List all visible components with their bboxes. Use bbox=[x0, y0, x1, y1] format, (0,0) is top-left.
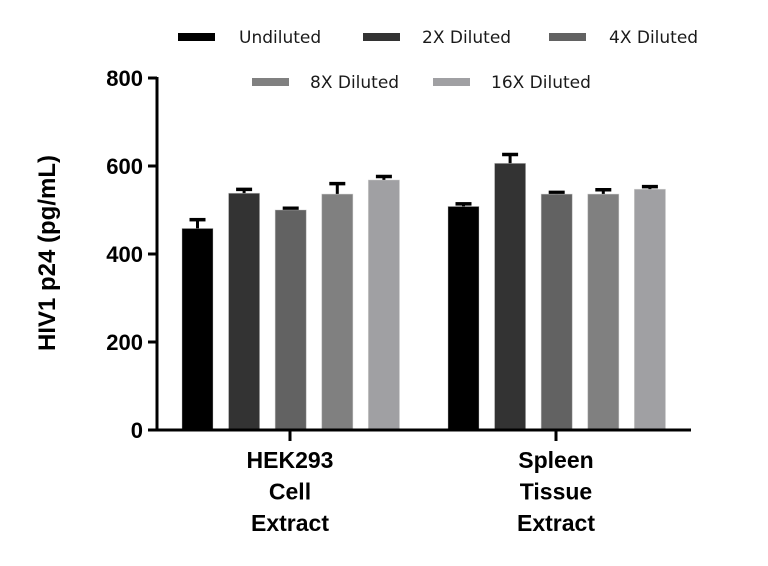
legend-item: 4X Diluted bbox=[549, 28, 698, 48]
bar bbox=[181, 228, 214, 431]
x-category-label: Extract bbox=[517, 510, 595, 536]
x-axis: HEK293 Cell Extract Spleen Tissue Extract bbox=[155, 428, 691, 536]
bar bbox=[228, 192, 261, 431]
y-tick-label: 800 bbox=[106, 66, 143, 91]
legend-item: Undiluted bbox=[178, 28, 321, 48]
x-category-label: Spleen bbox=[518, 447, 593, 473]
x-category-label: Tissue bbox=[520, 479, 592, 505]
legend-label: 2X Diluted bbox=[422, 28, 511, 48]
bars bbox=[181, 152, 666, 431]
legend-swatch bbox=[549, 33, 586, 41]
bar bbox=[540, 193, 573, 431]
bar bbox=[321, 193, 354, 431]
y-tick-label: 200 bbox=[106, 330, 143, 355]
legend-item: 8X Diluted bbox=[252, 73, 399, 93]
legend-label: 4X Diluted bbox=[609, 28, 698, 48]
bar bbox=[274, 209, 307, 431]
legend-label: Undiluted bbox=[239, 28, 321, 48]
legend: Undiluted 2X Diluted 4X Diluted 8X Diluted 1… bbox=[178, 28, 698, 93]
legend-label: 8X Diluted bbox=[310, 73, 399, 93]
legend-swatch bbox=[178, 33, 215, 41]
legend-item: 2X Diluted bbox=[363, 28, 511, 48]
bar bbox=[367, 179, 400, 431]
y-tick-label: 600 bbox=[106, 154, 143, 179]
x-category-label: Extract bbox=[251, 510, 329, 536]
y-axis: 0 200 400 600 800 bbox=[106, 66, 159, 443]
bar bbox=[634, 188, 666, 431]
bar-group bbox=[447, 152, 666, 431]
legend-swatch bbox=[252, 78, 289, 86]
y-tick-label: 0 bbox=[131, 418, 143, 443]
y-axis-title: HIV1 p24 (pg/mL) bbox=[34, 155, 61, 351]
x-category-label: HEK293 bbox=[247, 447, 334, 473]
y-tick-label: 400 bbox=[106, 242, 143, 267]
legend-swatch bbox=[363, 33, 400, 41]
bar bbox=[447, 206, 480, 431]
bar-group bbox=[181, 174, 400, 431]
legend-swatch bbox=[433, 78, 470, 86]
bar bbox=[587, 193, 620, 431]
legend-item: 16X Diluted bbox=[433, 73, 591, 93]
x-category-label: Cell bbox=[269, 479, 311, 505]
legend-label: 16X Diluted bbox=[491, 73, 591, 93]
bar bbox=[494, 162, 527, 431]
